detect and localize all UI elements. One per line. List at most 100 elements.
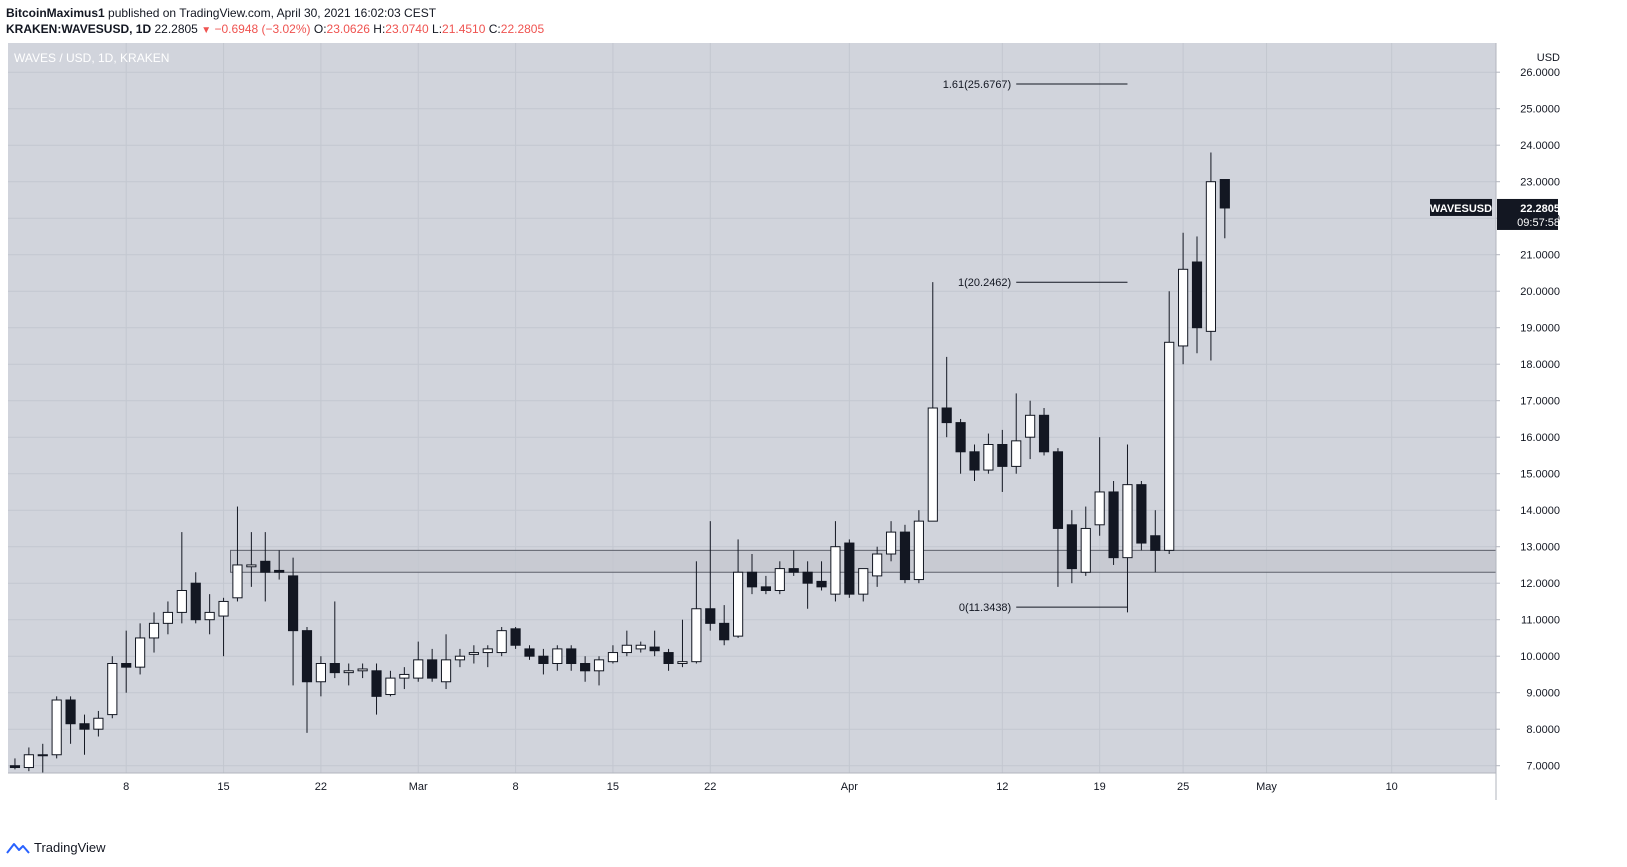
candle-body-down [371,670,382,697]
plot-area[interactable] [8,43,1496,773]
candle [1205,152,1217,361]
price-tick-label: 14.0000 [1520,505,1560,517]
candle-body-up [733,571,744,637]
candle [482,645,493,668]
candle [357,663,368,679]
candle-body-down [1219,179,1230,209]
candle-body-up [482,648,493,654]
candle-body-down [274,569,285,573]
candle-body-down [260,560,271,573]
candle-body-up [1011,440,1022,467]
candle-body-up [1025,414,1036,438]
candle-body-down [79,723,90,730]
candle-body-down [190,582,201,621]
candle-body-down [844,542,855,595]
tradingview-logo-icon [6,842,30,854]
candle [1150,510,1161,573]
candle-body-up [399,673,410,679]
candle [148,612,160,653]
candle [955,418,966,474]
low-value: 21.4510 [442,22,486,36]
candle-body-down [1136,484,1147,544]
candle [844,539,855,598]
candle [691,561,702,664]
candle-body-down [121,663,132,668]
candle-body-down [65,699,76,725]
price-tick-label: 20.0000 [1520,286,1560,298]
candle [301,627,313,733]
down-arrow-icon: ▼ [201,25,212,36]
candle [524,645,535,660]
candle-body-down [301,630,313,683]
candle-body-up [1122,484,1133,559]
candle [830,521,841,602]
symbol-info-bar: KRAKEN:WAVESUSD, 1D 22.2805 ▼ −0.6948 (−… [6,22,544,36]
time-axis[interactable]: 8 15 22 Mar 8 15 22 Apr 12 19 25 May 10 [123,781,1398,793]
candle-body-down [719,622,730,641]
candle [816,561,827,591]
candle [997,429,1008,492]
candle-body-up [1080,527,1091,573]
candle-body-down [649,646,660,652]
candle [162,601,174,635]
candle-body-down [580,663,591,672]
candle-body-up [593,659,605,672]
candle-body-down [705,608,716,624]
price-axis[interactable]: 7.0000 8.0000 9.0000 10.0000 11.0000 12.0000 1… [1496,67,1560,773]
candle-body-down [899,531,911,581]
author-name[interactable]: BitcoinMaximus1 [6,6,105,20]
low-label: L: [432,22,443,36]
candle-body-up [858,568,869,595]
tradingview-brand: TradingView [34,840,106,855]
high-label: H: [373,22,386,36]
candle [385,670,396,697]
candle [760,575,771,595]
candle [65,696,76,744]
price-tick-label: 23.0000 [1520,177,1560,189]
price-tick-label: 15.0000 [1520,469,1560,481]
candle-body-up [468,652,479,655]
candle-body-down [510,628,521,646]
price-tick-label: 21.0000 [1520,250,1560,262]
candle [566,645,577,671]
candle-body-down [566,648,577,665]
tradingview-footer[interactable]: TradingView [6,840,106,855]
candle [899,524,911,584]
time-tick-label: 22 [315,781,327,793]
candle [705,521,716,631]
symbol-tag-background [1430,198,1492,216]
candle [649,630,660,657]
candle-body-up [37,754,48,757]
open-label: O: [313,22,327,36]
candle-body-up [1164,341,1175,551]
candle [260,532,271,602]
candle [1122,444,1133,613]
price-tick-label: 17.0000 [1520,396,1560,408]
price-tick-label: 24.0000 [1520,140,1560,152]
time-tick-label: 8 [513,781,519,793]
fibonacci-layer: 1.61(25.6767) 1(20.2462) 0(11.3438) [943,79,1128,614]
candle [413,641,424,682]
candle [774,561,785,595]
candle-body-up [621,644,632,654]
candle [885,521,897,562]
candle-body-up [913,520,924,581]
candle [1136,481,1147,551]
candle-body-up [830,546,841,595]
price-tick-label: 25.0000 [1520,104,1560,116]
fib-level-label: 0(11.3438) [959,602,1011,614]
candle [176,532,187,624]
candle-body-down [1191,261,1203,329]
candle-body-up [440,659,452,683]
candle-body-up [246,564,257,568]
candle-body-up [1094,491,1105,526]
candle [663,648,674,671]
candle [204,594,215,635]
publish-info: BitcoinMaximus1 published on TradingView… [6,6,436,20]
open-value: 23.0626 [326,22,370,36]
candle-body-up [107,663,118,716]
candle [246,532,257,587]
candle [274,550,285,580]
candle-body-up [872,553,883,577]
